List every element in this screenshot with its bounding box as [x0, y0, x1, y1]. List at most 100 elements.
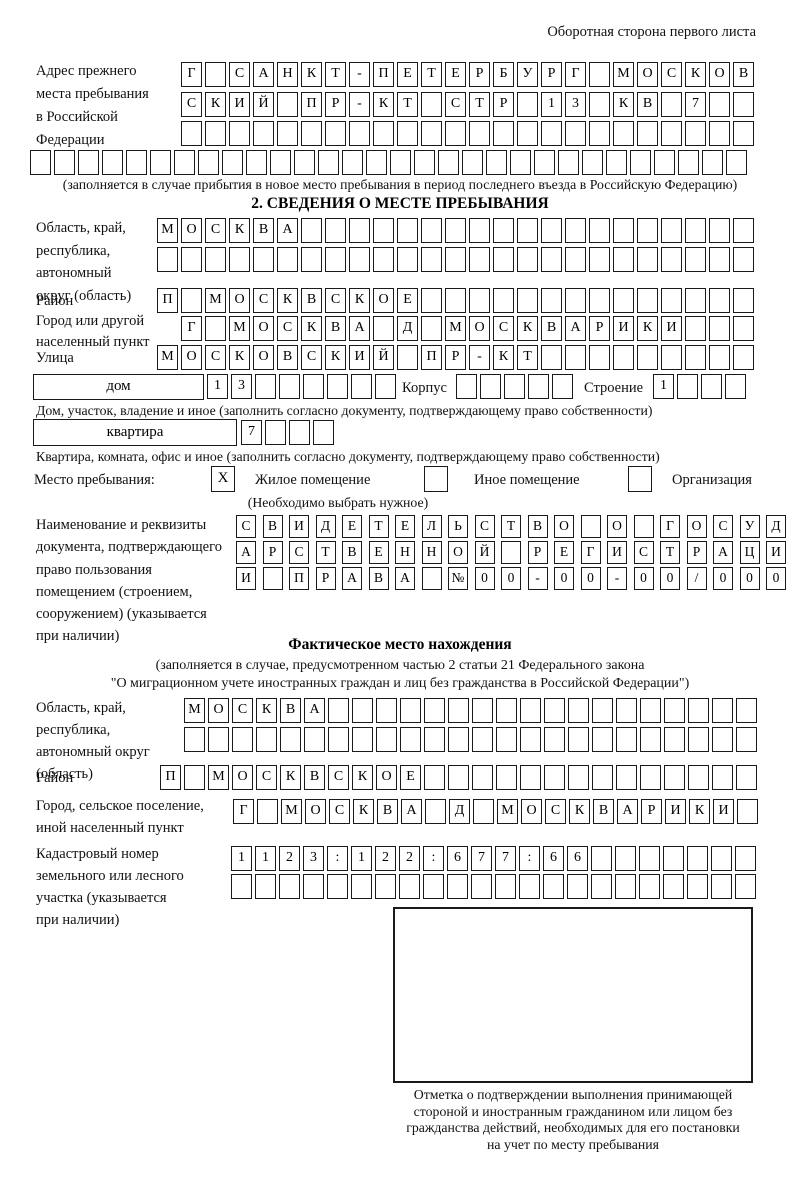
char-cell[interactable]: И — [607, 541, 627, 564]
char-cell[interactable]: Й — [373, 345, 394, 370]
char-cell[interactable] — [544, 698, 565, 723]
char-cell[interactable] — [205, 121, 226, 146]
char-cell[interactable]: Г — [565, 62, 586, 87]
char-cell[interactable] — [294, 150, 315, 175]
char-cell[interactable]: М — [208, 765, 229, 790]
stay-other-premises-checkbox[interactable] — [424, 466, 448, 492]
char-cell[interactable]: С — [545, 799, 566, 824]
char-cell[interactable] — [208, 727, 229, 752]
char-cell[interactable]: Б — [493, 62, 514, 87]
char-cell[interactable]: А — [565, 316, 586, 341]
char-cell[interactable]: 3 — [231, 374, 252, 399]
char-cell[interactable] — [654, 150, 675, 175]
char-cell[interactable]: 0 — [660, 567, 680, 590]
char-cell[interactable]: О — [709, 62, 730, 87]
char-cell[interactable]: В — [527, 515, 548, 538]
char-cell[interactable]: С — [633, 541, 654, 564]
char-cell[interactable]: К — [277, 288, 298, 313]
char-cell[interactable] — [543, 874, 564, 899]
char-cell[interactable]: В — [280, 698, 301, 723]
char-cell[interactable] — [472, 698, 493, 723]
char-cell[interactable] — [421, 288, 442, 313]
char-cell[interactable] — [471, 874, 492, 899]
char-cell[interactable] — [423, 874, 444, 899]
char-cell[interactable]: Т — [325, 62, 346, 87]
char-cell[interactable] — [279, 374, 300, 399]
char-cell[interactable] — [613, 121, 634, 146]
char-cell[interactable] — [630, 150, 651, 175]
char-cell[interactable] — [733, 92, 754, 117]
char-cell[interactable] — [517, 218, 538, 243]
char-cell[interactable]: К — [373, 92, 394, 117]
char-cell[interactable] — [301, 218, 322, 243]
char-cell[interactable]: Й — [253, 92, 274, 117]
char-cell[interactable]: К — [325, 345, 346, 370]
char-cell[interactable] — [687, 874, 708, 899]
char-cell[interactable]: А — [349, 316, 370, 341]
char-cell[interactable]: К — [229, 345, 250, 370]
char-cell[interactable] — [613, 288, 634, 313]
char-cell[interactable]: 2 — [375, 846, 396, 871]
char-cell[interactable] — [664, 765, 685, 790]
char-cell[interactable] — [265, 420, 286, 445]
char-cell[interactable]: / — [686, 567, 707, 590]
char-cell[interactable] — [342, 150, 363, 175]
char-cell[interactable] — [472, 727, 493, 752]
char-cell[interactable] — [640, 765, 661, 790]
char-cell[interactable]: С — [277, 316, 298, 341]
char-cell[interactable] — [349, 247, 370, 272]
char-cell[interactable]: С — [253, 288, 274, 313]
char-cell[interactable]: В — [301, 288, 322, 313]
char-cell[interactable]: Р — [686, 541, 707, 564]
char-cell[interactable] — [469, 121, 490, 146]
char-cell[interactable] — [198, 150, 219, 175]
char-cell[interactable]: К — [349, 288, 370, 313]
char-cell[interactable] — [424, 698, 445, 723]
char-cell[interactable]: М — [184, 698, 205, 723]
char-cell[interactable]: В — [253, 218, 274, 243]
char-cell[interactable] — [486, 150, 507, 175]
house-type-box[interactable]: дом — [33, 374, 204, 400]
char-cell[interactable] — [709, 345, 730, 370]
char-cell[interactable]: 3 — [303, 846, 324, 871]
char-cell[interactable]: 0 — [580, 567, 601, 590]
char-cell[interactable] — [493, 121, 514, 146]
char-cell[interactable] — [688, 698, 709, 723]
char-cell[interactable]: К — [637, 316, 658, 341]
char-cell[interactable]: И — [713, 799, 734, 824]
stay-organization-checkbox[interactable] — [628, 466, 652, 492]
char-cell[interactable] — [712, 727, 733, 752]
char-cell[interactable] — [568, 698, 589, 723]
char-cell[interactable] — [325, 247, 346, 272]
char-cell[interactable]: : — [327, 846, 348, 871]
char-cell[interactable] — [205, 247, 226, 272]
char-cell[interactable] — [565, 345, 586, 370]
char-cell[interactable]: - — [349, 92, 370, 117]
char-cell[interactable] — [565, 247, 586, 272]
char-cell[interactable]: О — [686, 515, 707, 538]
char-cell[interactable] — [685, 121, 706, 146]
char-cell[interactable]: С — [256, 765, 277, 790]
char-cell[interactable]: - — [607, 567, 627, 590]
char-cell[interactable] — [565, 121, 586, 146]
char-cell[interactable] — [184, 765, 205, 790]
apartment-type-box[interactable]: квартира — [33, 419, 237, 446]
char-cell[interactable]: С — [301, 345, 322, 370]
char-cell[interactable] — [414, 150, 435, 175]
char-cell[interactable]: Т — [421, 62, 442, 87]
char-cell[interactable] — [582, 150, 603, 175]
char-cell[interactable] — [222, 150, 243, 175]
char-cell[interactable]: И — [661, 316, 682, 341]
char-cell[interactable] — [229, 121, 250, 146]
char-cell[interactable]: У — [517, 62, 538, 87]
char-cell[interactable]: А — [395, 567, 415, 590]
char-cell[interactable] — [589, 121, 610, 146]
char-cell[interactable]: Т — [397, 92, 418, 117]
char-cell[interactable]: 2 — [399, 846, 420, 871]
char-cell[interactable]: А — [277, 218, 298, 243]
char-cell[interactable]: Р — [641, 799, 662, 824]
char-cell[interactable] — [205, 62, 226, 87]
char-cell[interactable] — [677, 374, 698, 399]
char-cell[interactable] — [589, 288, 610, 313]
char-cell[interactable]: 1 — [231, 846, 252, 871]
